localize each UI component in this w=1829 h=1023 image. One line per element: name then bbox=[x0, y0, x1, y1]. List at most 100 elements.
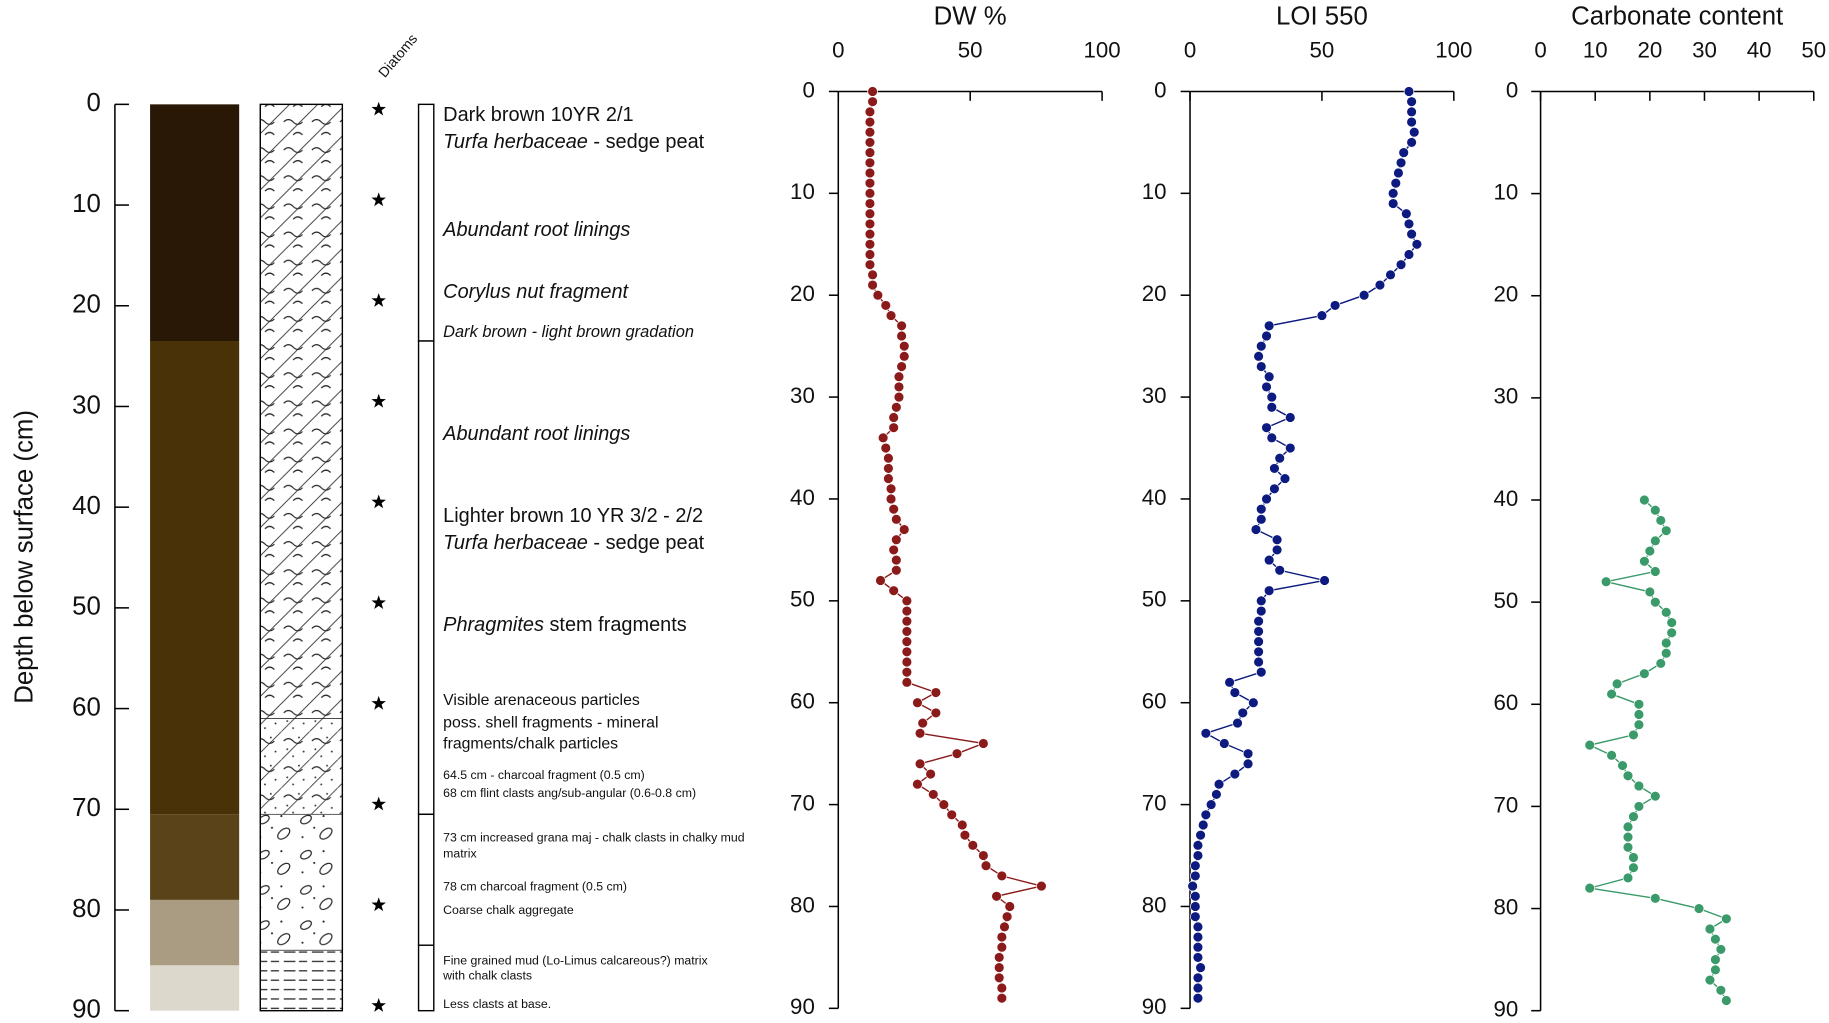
data-point bbox=[893, 381, 905, 393]
annotation: Lighter brown 10 YR 3/2 - 2/2 bbox=[443, 505, 703, 527]
data-point bbox=[864, 218, 876, 230]
data-point bbox=[1639, 556, 1650, 567]
data-point bbox=[1192, 982, 1204, 994]
annotation-span: matrix bbox=[443, 847, 477, 861]
x-tick-label: 50 bbox=[1310, 37, 1335, 62]
data-point bbox=[1584, 882, 1596, 894]
data-point bbox=[1633, 801, 1645, 812]
data-point bbox=[1693, 903, 1705, 914]
data-point bbox=[891, 534, 902, 545]
data-point bbox=[893, 391, 905, 403]
y-tick-label: 40 bbox=[72, 492, 101, 520]
data-point bbox=[1269, 463, 1280, 474]
data-point bbox=[1660, 647, 1672, 659]
data-point bbox=[891, 564, 902, 576]
y-tick-label: 60 bbox=[72, 693, 101, 721]
data-point bbox=[1263, 371, 1275, 382]
annotation-span: Phragmites bbox=[443, 614, 544, 636]
annotation-span: with chalk clasts bbox=[442, 969, 532, 983]
data-point bbox=[877, 432, 889, 444]
lithology-unit bbox=[259, 949, 343, 1012]
data-point bbox=[1192, 921, 1204, 933]
data-point bbox=[978, 738, 989, 749]
data-point bbox=[1190, 891, 1201, 902]
data-point bbox=[1253, 351, 1264, 362]
diatom-sample bbox=[371, 695, 386, 710]
diatom-sample bbox=[371, 897, 386, 912]
diatom-sample bbox=[371, 494, 386, 509]
annotation: Turfa herbaceae - sedge peat bbox=[443, 532, 704, 554]
data-point bbox=[1269, 483, 1280, 495]
y-tick-label: 40 bbox=[1142, 485, 1167, 510]
y-tick-label: 10 bbox=[1142, 179, 1167, 204]
sediment-color bbox=[150, 899, 240, 966]
data-point bbox=[1374, 279, 1386, 291]
data-point bbox=[993, 952, 1005, 963]
data-point bbox=[1633, 709, 1645, 720]
data-point bbox=[993, 972, 1005, 984]
data-point bbox=[864, 238, 876, 250]
data-point bbox=[1261, 422, 1272, 433]
unit-bracket bbox=[417, 103, 435, 342]
data-point bbox=[864, 228, 876, 240]
data-point bbox=[1406, 106, 1417, 118]
data-point bbox=[1408, 126, 1420, 138]
data-point bbox=[1250, 524, 1262, 535]
diatom-sample bbox=[371, 595, 386, 610]
data-point bbox=[1639, 494, 1650, 506]
y-tick-label: 70 bbox=[790, 790, 815, 815]
data-point bbox=[1190, 901, 1201, 912]
data-point bbox=[1237, 707, 1249, 719]
data-point bbox=[1261, 493, 1272, 505]
y-tick-label: 40 bbox=[1494, 486, 1519, 511]
data-point bbox=[1395, 259, 1407, 270]
data-point bbox=[864, 116, 876, 128]
data-point bbox=[867, 269, 878, 281]
data-point bbox=[864, 126, 876, 138]
x-tick-label: 100 bbox=[1084, 37, 1121, 62]
data-point bbox=[1650, 566, 1661, 577]
data-point bbox=[864, 157, 876, 169]
data-point bbox=[1192, 931, 1204, 943]
data-point bbox=[1710, 954, 1721, 965]
data-point bbox=[864, 106, 876, 118]
data-point bbox=[883, 452, 894, 464]
data-point bbox=[901, 605, 913, 617]
data-point bbox=[1628, 729, 1639, 741]
lithology-unit bbox=[259, 813, 343, 951]
data-point bbox=[1229, 768, 1241, 780]
data-point bbox=[978, 850, 989, 861]
data-point bbox=[1403, 218, 1415, 230]
data-point bbox=[1704, 923, 1716, 935]
data-point bbox=[1628, 852, 1639, 863]
data-point bbox=[957, 819, 968, 831]
y-tick-label: 70 bbox=[1494, 792, 1519, 817]
data-point bbox=[901, 615, 913, 627]
annotation-span: Lighter brown 10 YR 3/2 - 2/2 bbox=[443, 505, 703, 527]
data-point bbox=[1395, 157, 1407, 169]
data-point bbox=[893, 371, 905, 382]
data-point bbox=[896, 361, 907, 372]
data-point bbox=[1666, 617, 1677, 628]
sediment-color bbox=[150, 104, 240, 342]
annotation-span: Abundant root linings bbox=[442, 423, 630, 445]
data-point bbox=[1205, 799, 1217, 810]
annotation-span: Corylus nut fragment bbox=[443, 281, 629, 303]
y-tick-label: 30 bbox=[1142, 383, 1167, 408]
x-tick-label: 0 bbox=[1184, 37, 1196, 62]
data-point bbox=[901, 636, 913, 647]
y-tick-label: 30 bbox=[1494, 384, 1519, 409]
data-point bbox=[864, 198, 876, 209]
data-point bbox=[1319, 575, 1330, 586]
data-point bbox=[880, 300, 892, 311]
sediment-color bbox=[150, 814, 240, 900]
data-point bbox=[930, 707, 942, 719]
data-point bbox=[967, 840, 979, 851]
data-point bbox=[1584, 739, 1596, 751]
data-point bbox=[1715, 984, 1727, 996]
annotation-span: stem fragments bbox=[544, 614, 687, 636]
data-point bbox=[896, 320, 907, 332]
data-point bbox=[1001, 911, 1013, 922]
